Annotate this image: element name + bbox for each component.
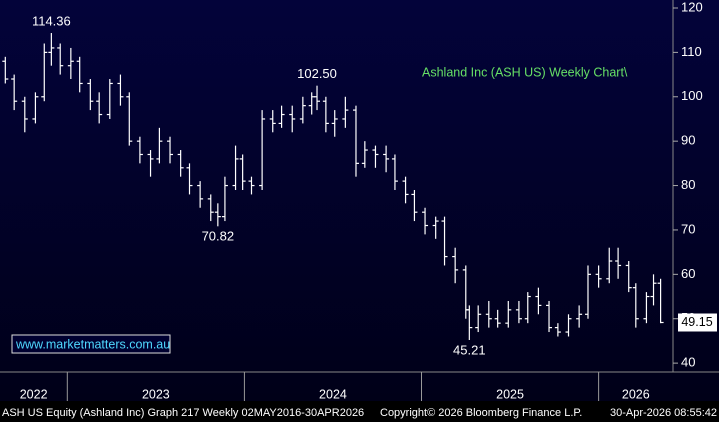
y-tick-label: 90	[681, 133, 695, 148]
x-tick-label: 2022	[20, 387, 48, 401]
x-tick-label: 2026	[622, 387, 650, 401]
y-tick-label: 100	[681, 88, 703, 103]
annotation: 102.50	[297, 66, 337, 81]
last-price-label: 49.15	[681, 315, 712, 329]
footer-bar	[0, 402, 719, 422]
y-tick-label: 40	[681, 355, 695, 370]
y-tick-label: 70	[681, 221, 695, 236]
y-tick-label: 120	[681, 0, 703, 14]
chart-title: Ashland Inc (ASH US) Weekly Chart\	[422, 65, 628, 79]
plot-background	[0, 0, 719, 401]
annotation: 45.21	[453, 342, 486, 357]
y-tick-label: 110	[681, 44, 702, 59]
footer-text: 30-Apr-2026 08:55:42	[610, 407, 717, 419]
x-tick-label: 2024	[319, 387, 347, 401]
last-price-box	[678, 313, 717, 332]
footer-text: ASH US Equity (Ashland Inc) Graph 217 We…	[2, 407, 364, 419]
footer-text: Copyright© 2026 Bloomberg Finance L.P.	[380, 407, 582, 419]
annotation: 70.82	[202, 229, 235, 244]
y-tick-label: 60	[681, 266, 695, 281]
annotation: 114.36	[32, 13, 71, 28]
x-tick-label: 2025	[496, 387, 524, 401]
x-tick-label: 2023	[142, 387, 170, 401]
y-tick-label: 80	[681, 177, 695, 192]
watermark: www.marketmatters.com.au	[15, 337, 170, 351]
watermark-box	[11, 334, 171, 354]
